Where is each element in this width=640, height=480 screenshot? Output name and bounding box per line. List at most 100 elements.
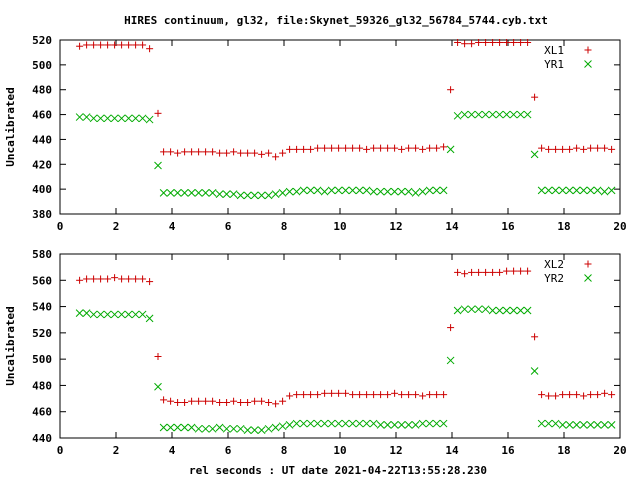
data-point (75, 113, 84, 121)
data-point (320, 187, 329, 196)
data-point (510, 267, 518, 275)
legend-label-xl1: XL1 (544, 44, 564, 57)
data-point (258, 150, 266, 158)
data-point (118, 41, 126, 49)
data-point (139, 41, 147, 49)
data-point (236, 191, 245, 200)
data-point (503, 38, 511, 46)
data-point (194, 189, 203, 197)
data-point (138, 310, 147, 319)
data-point (545, 392, 553, 400)
data-point (131, 310, 140, 319)
data-point (475, 38, 483, 46)
data-point (433, 144, 441, 152)
data-point (356, 144, 364, 152)
data-point (551, 186, 560, 195)
data-point (412, 391, 420, 399)
x-tick-label: 2 (113, 220, 120, 233)
data-point (594, 391, 602, 399)
data-point (404, 187, 413, 196)
data-point (124, 310, 133, 319)
data-point (216, 399, 224, 407)
data-point (538, 391, 546, 399)
y-tick-label: 500 (32, 353, 52, 366)
data-point (90, 275, 98, 283)
data-point (131, 114, 140, 123)
data-point (250, 426, 259, 434)
legend-label-yr1: YR1 (544, 58, 564, 71)
y-tick-label: 400 (32, 183, 52, 196)
data-point (167, 148, 175, 156)
data-point (418, 419, 427, 428)
data-point (278, 189, 287, 197)
data-point (265, 399, 273, 407)
data-point (125, 275, 133, 283)
data-point (201, 424, 210, 433)
data-point (286, 145, 294, 153)
data-point (313, 419, 322, 428)
data-point (104, 41, 112, 49)
legend-label-xl2: XL2 (544, 258, 564, 271)
data-point (154, 109, 162, 117)
data-point (222, 190, 231, 198)
data-point (237, 399, 245, 407)
data-point (391, 389, 399, 397)
data-point (244, 149, 252, 157)
data-point (160, 396, 168, 404)
data-point (502, 110, 511, 119)
x-tick-label: 20 (613, 220, 626, 233)
data-point (117, 114, 126, 123)
data-point (278, 422, 287, 431)
data-point (341, 419, 350, 428)
data-point (154, 161, 162, 170)
data-point (516, 110, 525, 119)
x-tick-label: 16 (501, 220, 515, 233)
data-point (208, 189, 217, 197)
data-point (600, 187, 609, 196)
data-point (467, 110, 476, 119)
data-point (398, 145, 406, 153)
legend-marker-yr2 (584, 274, 592, 282)
y-tick-label: 560 (32, 274, 52, 287)
data-point (565, 186, 574, 195)
data-point (76, 276, 84, 284)
data-point (552, 392, 560, 400)
data-point (208, 424, 217, 433)
data-point (174, 149, 182, 157)
data-point (265, 149, 273, 157)
data-point (300, 391, 308, 399)
x-tick-label: 18 (557, 220, 570, 233)
data-point (181, 399, 189, 407)
data-point (188, 397, 196, 405)
y-axis-label: Uncalibrated (4, 306, 17, 385)
data-point (111, 274, 119, 282)
x-tick-label: 10 (333, 444, 346, 457)
legend-label-yr2: YR2 (544, 272, 564, 285)
data-point (285, 187, 294, 196)
x-tick-label: 6 (225, 444, 232, 457)
data-point (292, 187, 301, 196)
data-point (82, 309, 91, 317)
data-point (321, 144, 329, 152)
data-point (271, 423, 280, 432)
data-point (159, 423, 168, 432)
data-point (384, 391, 392, 399)
data-point (551, 419, 560, 428)
data-point (110, 114, 119, 123)
data-point (167, 397, 175, 405)
data-point (154, 382, 162, 391)
data-point (523, 306, 532, 315)
data-point (586, 186, 595, 195)
data-point (391, 144, 399, 152)
y-tick-label: 480 (32, 84, 52, 97)
data-point (544, 419, 553, 428)
data-point (489, 38, 497, 46)
data-point (132, 275, 140, 283)
data-point (573, 391, 581, 399)
data-point (264, 191, 273, 200)
data-point (405, 391, 413, 399)
data-point (545, 145, 553, 153)
data-point (244, 399, 252, 407)
data-point (195, 148, 203, 156)
